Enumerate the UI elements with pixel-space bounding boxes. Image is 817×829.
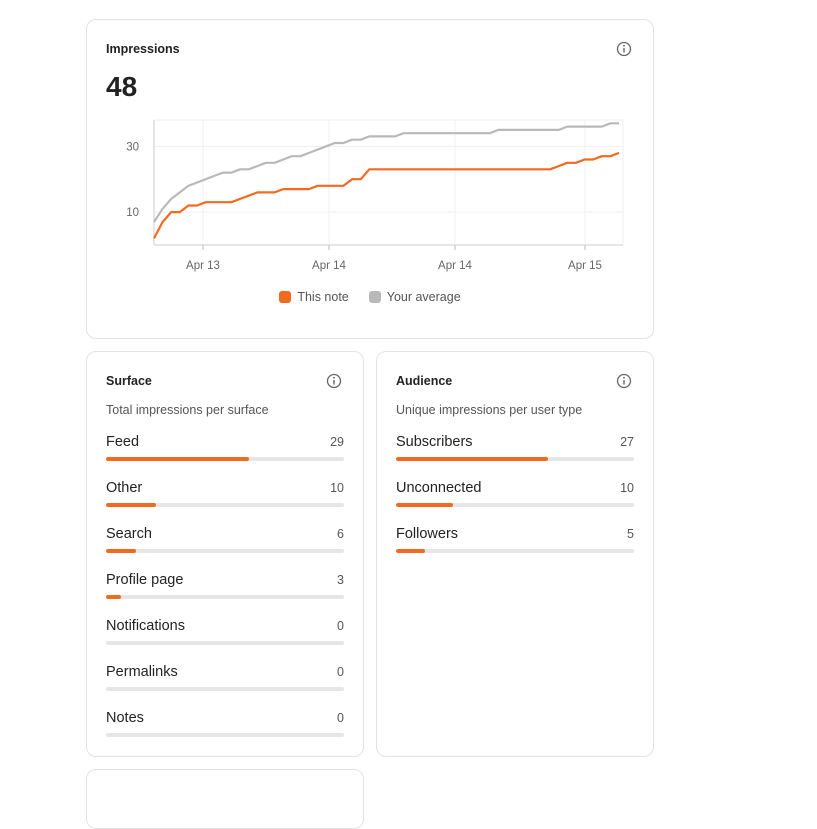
surface-item-bar-fill	[106, 503, 156, 507]
audience-title: Audience	[396, 374, 453, 388]
series-line-your-average	[153, 122, 619, 223]
surface-card: Surface Total impressions per surface Fe…	[86, 351, 364, 757]
series-line-this-note	[153, 151, 620, 239]
surface-item-label: Notes	[106, 710, 144, 726]
surface-item-value: 3	[337, 573, 344, 587]
audience-item-row: Subscribers 27	[396, 432, 634, 478]
surface-item-label: Other	[106, 480, 143, 496]
audience-item-row: Unconnected 10	[396, 478, 634, 524]
surface-item-bar-track	[106, 503, 344, 507]
y-tick-label: 30	[126, 141, 139, 153]
surface-item-label: Notifications	[106, 618, 185, 634]
surface-item-bar-fill	[106, 457, 249, 461]
surface-item-bar-track	[106, 687, 344, 691]
surface-subtitle: Total impressions per surface	[106, 403, 269, 417]
info-circle-icon[interactable]	[326, 373, 342, 389]
surface-item-label: Permalinks	[106, 664, 178, 680]
audience-metric-list: Subscribers 27 Unconnected 10 Followers 5	[396, 432, 634, 570]
legend-item-your-average[interactable]: Your average	[368, 290, 461, 304]
next-card	[86, 769, 364, 829]
x-tick-label: Apr 13	[186, 260, 220, 272]
surface-item-value: 0	[337, 619, 344, 633]
legend-item-this-note[interactable]: This note	[279, 290, 349, 304]
audience-item-label: Unconnected	[396, 480, 482, 496]
audience-item-bar-track	[396, 549, 634, 553]
surface-item-bar-track	[106, 641, 344, 645]
x-tick-label: Apr 15	[568, 260, 602, 272]
surface-item-row: Notes 0	[106, 708, 344, 754]
legend-swatch-this-note	[279, 291, 292, 303]
audience-item-label: Subscribers	[396, 434, 473, 450]
surface-item-value: 0	[337, 711, 344, 725]
audience-item-bar-fill	[396, 549, 425, 553]
surface-item-row: Search 6	[106, 524, 344, 570]
surface-title: Surface	[106, 374, 152, 388]
surface-item-bar-track	[106, 457, 344, 461]
surface-item-bar-fill	[106, 595, 121, 599]
surface-item-bar-track	[106, 733, 344, 737]
surface-item-row: Notifications 0	[106, 616, 344, 662]
surface-item-label: Search	[106, 526, 152, 542]
surface-item-value: 10	[330, 481, 344, 495]
audience-card: Audience Unique impressions per user typ…	[376, 351, 654, 757]
surface-metric-list: Feed 29 Other 10 Search 6 Profile page 3 Notific…	[106, 432, 344, 754]
audience-item-bar-fill	[396, 457, 549, 461]
legend-swatch-your-average	[368, 291, 381, 303]
legend-label: Your average	[386, 290, 461, 304]
surface-item-bar-track	[106, 549, 344, 553]
info-circle-icon[interactable]	[616, 41, 632, 57]
audience-item-bar-fill	[396, 503, 454, 507]
surface-item-bar-fill	[106, 549, 136, 553]
surface-item-label: Profile page	[106, 572, 184, 588]
chart-legend: This note Your average	[87, 290, 653, 304]
surface-item-value: 29	[330, 435, 344, 449]
audience-subtitle: Unique impressions per user type	[396, 403, 583, 417]
y-tick-label: 10	[126, 207, 139, 219]
impressions-total: 48	[106, 71, 138, 102]
audience-item-value: 27	[620, 435, 634, 449]
impressions-line-chart: 10 30 Apr 13 Apr 14 Apr 14 Apr 15	[126, 119, 624, 272]
audience-item-label: Followers	[396, 526, 459, 542]
surface-item-row: Profile page 3	[106, 570, 344, 616]
x-tick-label: Apr 14	[312, 260, 346, 272]
impressions-title: Impressions	[106, 42, 180, 56]
surface-item-row: Permalinks 0	[106, 662, 344, 708]
legend-label: This note	[297, 290, 349, 304]
audience-item-value: 5	[627, 527, 634, 541]
audience-item-bar-track	[396, 457, 634, 461]
surface-item-label: Feed	[106, 434, 140, 450]
audience-item-row: Followers 5	[396, 524, 634, 570]
info-circle-icon[interactable]	[616, 373, 632, 389]
surface-item-row: Feed 29	[106, 432, 344, 478]
surface-item-value: 0	[337, 665, 344, 679]
impressions-card: Impressions 48 10 30 Apr 13 Apr 14 Apr 14 Apr…	[86, 19, 654, 339]
surface-item-row: Other 10	[106, 478, 344, 524]
x-tick-label: Apr 14	[438, 260, 472, 272]
audience-item-bar-track	[396, 503, 634, 507]
surface-item-value: 6	[337, 527, 344, 541]
audience-item-value: 10	[620, 481, 634, 495]
surface-item-bar-track	[106, 595, 344, 599]
